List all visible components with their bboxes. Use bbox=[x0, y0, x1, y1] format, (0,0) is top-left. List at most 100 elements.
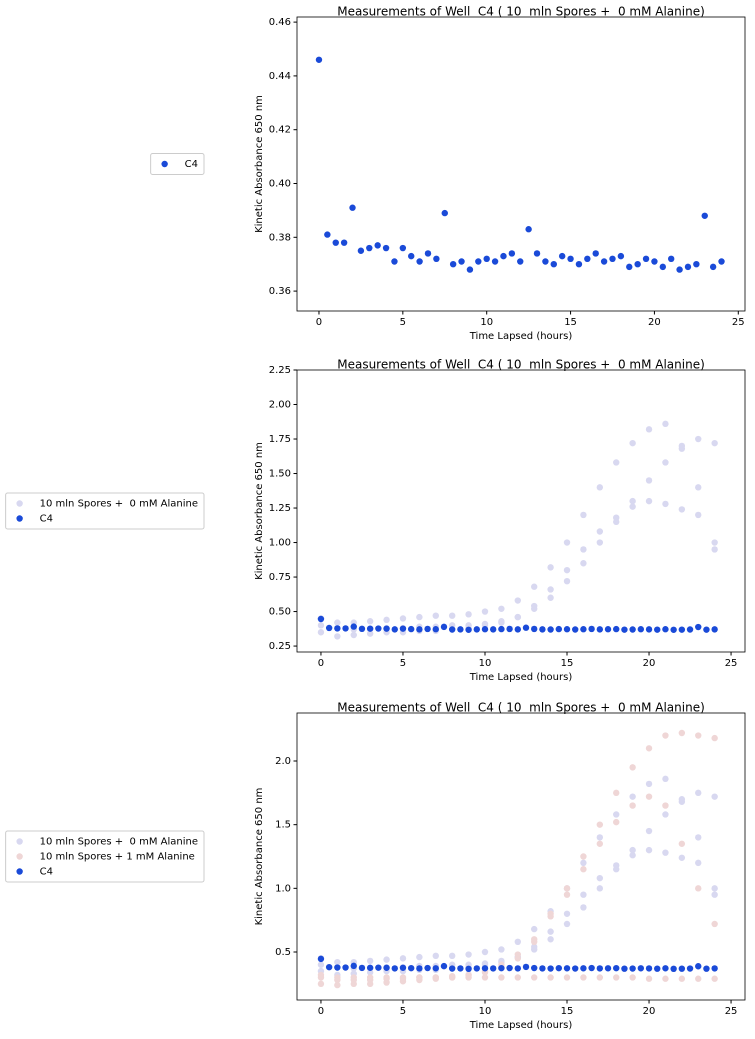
x-tick-label: 10 bbox=[479, 1006, 492, 1017]
data-point bbox=[678, 442, 686, 450]
y-tick-label: 0.38 bbox=[269, 232, 291, 243]
x-tick-label: 0 bbox=[318, 1006, 324, 1017]
x-tick-label: 25 bbox=[725, 1006, 738, 1017]
data-point bbox=[547, 913, 554, 920]
data-point bbox=[424, 625, 431, 633]
data-point bbox=[654, 965, 661, 972]
data-point bbox=[580, 974, 587, 981]
x-tick-label: 15 bbox=[561, 1006, 574, 1017]
data-point bbox=[539, 626, 546, 633]
data-point bbox=[645, 426, 653, 433]
data-point bbox=[555, 625, 563, 633]
y-tick-label: 0.44 bbox=[269, 71, 291, 82]
data-point bbox=[514, 974, 522, 981]
data-point bbox=[613, 974, 620, 981]
data-point bbox=[596, 974, 604, 981]
data-point bbox=[514, 951, 522, 958]
data-point bbox=[547, 965, 554, 972]
data-point bbox=[334, 981, 341, 989]
data-point bbox=[547, 974, 554, 981]
subplot: Measurements of Well C4 ( 10 mln Spores … bbox=[5, 701, 746, 1031]
data-point bbox=[457, 626, 464, 633]
data-point bbox=[498, 946, 505, 953]
data-point bbox=[332, 239, 339, 246]
data-point bbox=[678, 975, 686, 982]
data-point bbox=[695, 789, 702, 797]
data-point bbox=[366, 244, 373, 252]
data-point bbox=[481, 974, 489, 981]
data-point bbox=[629, 852, 636, 859]
y-tick-label: 0.46 bbox=[269, 17, 291, 28]
x-tick-label: 15 bbox=[561, 658, 574, 669]
data-point bbox=[695, 511, 702, 519]
data-point bbox=[645, 965, 653, 972]
data-point bbox=[334, 619, 341, 626]
data-point bbox=[383, 974, 390, 981]
data-point bbox=[609, 255, 616, 263]
data-point bbox=[670, 626, 677, 633]
data-point bbox=[325, 624, 333, 632]
data-point bbox=[596, 626, 604, 633]
data-point bbox=[580, 560, 587, 567]
data-point bbox=[580, 859, 587, 867]
data-point bbox=[695, 623, 702, 631]
data-point bbox=[531, 964, 538, 972]
data-point bbox=[399, 964, 407, 971]
data-point bbox=[580, 904, 587, 911]
data-point bbox=[711, 539, 718, 546]
data-point bbox=[383, 616, 390, 624]
data-point bbox=[634, 260, 641, 268]
x-tick-label: 10 bbox=[480, 317, 493, 328]
data-point bbox=[645, 975, 653, 982]
data-point bbox=[315, 56, 323, 63]
y-tick-label: 0.50 bbox=[269, 607, 291, 618]
data-point bbox=[498, 974, 505, 981]
data-point bbox=[662, 849, 669, 856]
data-point bbox=[465, 965, 472, 973]
x-axis-label: Time Lapsed (hours) bbox=[469, 331, 573, 342]
data-point bbox=[613, 514, 620, 521]
data-point bbox=[580, 891, 587, 898]
plot-frame bbox=[296, 712, 746, 1001]
data-point bbox=[563, 974, 571, 981]
data-point bbox=[629, 802, 636, 809]
data-point bbox=[317, 629, 325, 636]
data-point bbox=[317, 955, 325, 963]
y-tick-label: 1.5 bbox=[275, 820, 291, 831]
data-point bbox=[555, 964, 563, 972]
legend-marker bbox=[16, 853, 23, 860]
y-axis-label: Kinetic Absorbance 650 nm bbox=[254, 788, 265, 926]
data-point bbox=[399, 955, 407, 962]
data-point bbox=[592, 250, 599, 257]
data-point bbox=[531, 925, 538, 933]
data-point bbox=[547, 626, 554, 633]
data-point bbox=[522, 624, 530, 631]
y-tick-label: 0.36 bbox=[269, 286, 291, 297]
data-point bbox=[563, 891, 571, 898]
data-point bbox=[563, 566, 571, 574]
data-point bbox=[662, 811, 669, 818]
x-axis-label: Time Lapsed (hours) bbox=[469, 672, 573, 683]
y-tick-label: 2.25 bbox=[269, 365, 291, 376]
data-point bbox=[531, 943, 538, 951]
data-point bbox=[596, 874, 604, 882]
data-point bbox=[334, 964, 341, 971]
data-point bbox=[416, 953, 423, 961]
data-point bbox=[645, 793, 653, 800]
legend-box bbox=[150, 153, 205, 175]
data-point bbox=[676, 266, 683, 273]
data-point bbox=[432, 952, 439, 960]
data-point bbox=[357, 247, 365, 254]
data-point bbox=[531, 602, 538, 610]
data-point bbox=[522, 963, 530, 971]
data-point bbox=[382, 244, 390, 252]
data-point bbox=[324, 231, 331, 238]
data-point bbox=[711, 626, 718, 633]
data-point bbox=[358, 964, 366, 972]
chart-title: Measurements of Well C4 ( 10 mln Spores … bbox=[337, 358, 705, 372]
data-point bbox=[424, 250, 432, 257]
data-point bbox=[465, 611, 472, 618]
data-point bbox=[547, 936, 554, 943]
y-tick-label: 1.00 bbox=[269, 538, 291, 549]
